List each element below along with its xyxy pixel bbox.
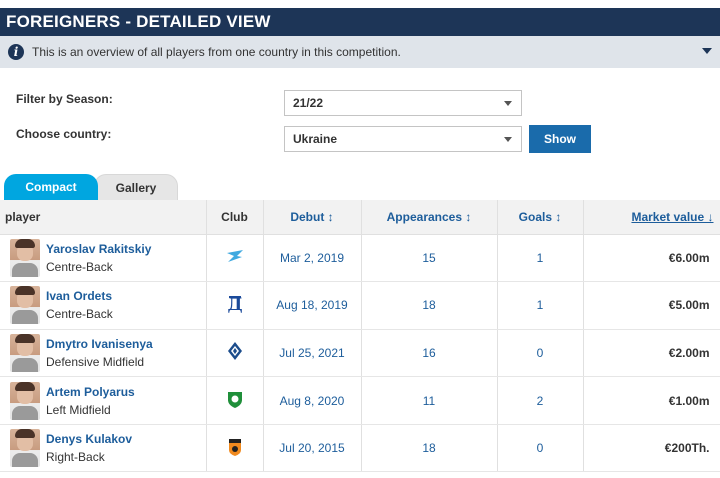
table-row: Denys Kulakov Right-Back Jul 20, 2015 18… xyxy=(0,424,720,473)
player-cell: Dmytro Ivanisenya Defensive Midfield xyxy=(0,329,207,378)
season-select-value: 21/22 xyxy=(293,96,324,110)
market-value-cell: €200Th. xyxy=(583,424,720,473)
player-avatar[interactable] xyxy=(10,333,40,372)
debut-cell: Mar 2, 2019 xyxy=(263,234,362,283)
country-filter-label: Choose country: xyxy=(16,127,112,141)
club-cell xyxy=(206,329,264,378)
ural-crest-icon[interactable] xyxy=(225,437,245,457)
table-row: Yaroslav Rakitskiy Centre-Back Mar 2, 20… xyxy=(0,234,720,283)
tab-compact[interactable]: Compact xyxy=(4,174,98,200)
season-filter-label: Filter by Season: xyxy=(16,92,113,106)
table-row: Dmytro Ivanisenya Defensive Midfield Jul… xyxy=(0,329,720,378)
player-cell: Yaroslav Rakitskiy Centre-Back xyxy=(0,234,207,283)
player-name-link[interactable]: Denys Kulakov xyxy=(46,432,133,447)
players-table: player Club Debut ↕ Appearances ↕ Goals … xyxy=(0,200,720,473)
dynamo-moscow-crest-icon[interactable]: Д xyxy=(225,294,245,315)
chevron-down-icon xyxy=(504,101,512,106)
debut-cell: Aug 8, 2020 xyxy=(263,376,362,425)
player-avatar[interactable] xyxy=(10,381,40,420)
player-name-link[interactable]: Artem Polyarus xyxy=(46,384,135,399)
market-value-cell: €6.00m xyxy=(583,234,720,283)
country-select[interactable]: Ukraine xyxy=(284,126,522,152)
akhmat-crest-icon[interactable] xyxy=(225,389,245,409)
column-header-player: player xyxy=(0,200,207,235)
zenit-crest-icon[interactable] xyxy=(225,246,245,266)
player-name-link[interactable]: Ivan Ordets xyxy=(46,289,113,304)
market-value-cell: €5.00m xyxy=(583,281,720,330)
player-position: Right-Back xyxy=(46,450,105,465)
player-avatar[interactable] xyxy=(10,286,40,325)
column-header-goals[interactable]: Goals ↕ xyxy=(497,200,584,235)
player-avatar[interactable] xyxy=(10,429,40,468)
tab-gallery[interactable]: Gallery xyxy=(94,174,178,200)
column-header-appearances[interactable]: Appearances ↕ xyxy=(361,200,498,235)
appearances-cell: 16 xyxy=(361,329,498,378)
column-header-club: Club xyxy=(206,200,264,235)
player-cell: Denys Kulakov Right-Back xyxy=(0,424,207,473)
chevron-down-icon[interactable] xyxy=(702,48,712,54)
club-cell xyxy=(206,424,264,473)
column-header-market-value[interactable]: Market value ↓ xyxy=(583,200,720,235)
show-button[interactable]: Show xyxy=(529,125,591,153)
goals-cell: 0 xyxy=(497,424,584,473)
debut-cell: Jul 25, 2021 xyxy=(263,329,362,378)
table-row: Ivan Ordets Centre-Back Д Aug 18, 2019 1… xyxy=(0,281,720,330)
appearances-cell: 11 xyxy=(361,376,498,425)
page-title: FOREIGNERS - DETAILED VIEW xyxy=(0,8,720,36)
club-cell xyxy=(206,234,264,283)
player-name-link[interactable]: Yaroslav Rakitskiy xyxy=(46,241,152,256)
chevron-down-icon xyxy=(504,137,512,142)
info-text: This is an overview of all players from … xyxy=(32,45,401,59)
debut-cell: Aug 18, 2019 xyxy=(263,281,362,330)
player-name-link[interactable]: Dmytro Ivanisenya xyxy=(46,336,153,351)
table-header-row: player Club Debut ↕ Appearances ↕ Goals … xyxy=(0,200,720,235)
club-cell: Д xyxy=(206,281,264,330)
player-avatar[interactable] xyxy=(10,238,40,277)
player-position: Centre-Back xyxy=(46,307,113,322)
debut-cell: Jul 20, 2015 xyxy=(263,424,362,473)
svg-text:Д: Д xyxy=(227,295,242,314)
club-cell xyxy=(206,376,264,425)
column-header-debut[interactable]: Debut ↕ xyxy=(263,200,362,235)
market-value-cell: €2.00m xyxy=(583,329,720,378)
appearances-cell: 18 xyxy=(361,424,498,473)
player-position: Left Midfield xyxy=(46,402,111,417)
country-select-value: Ukraine xyxy=(293,132,338,146)
goals-cell: 1 xyxy=(497,234,584,283)
krylya-sovetov-crest-icon[interactable] xyxy=(225,341,245,361)
appearances-cell: 15 xyxy=(361,234,498,283)
info-bar[interactable]: i This is an overview of all players fro… xyxy=(0,36,720,68)
player-cell: Ivan Ordets Centre-Back xyxy=(0,281,207,330)
goals-cell: 0 xyxy=(497,329,584,378)
table-row: Artem Polyarus Left Midfield Aug 8, 2020… xyxy=(0,376,720,425)
info-icon: i xyxy=(8,44,24,60)
appearances-cell: 18 xyxy=(361,281,498,330)
season-select[interactable]: 21/22 xyxy=(284,90,522,116)
goals-cell: 2 xyxy=(497,376,584,425)
goals-cell: 1 xyxy=(497,281,584,330)
player-position: Centre-Back xyxy=(46,259,113,274)
player-position: Defensive Midfield xyxy=(46,354,145,369)
player-cell: Artem Polyarus Left Midfield xyxy=(0,376,207,425)
market-value-cell: €1.00m xyxy=(583,376,720,425)
